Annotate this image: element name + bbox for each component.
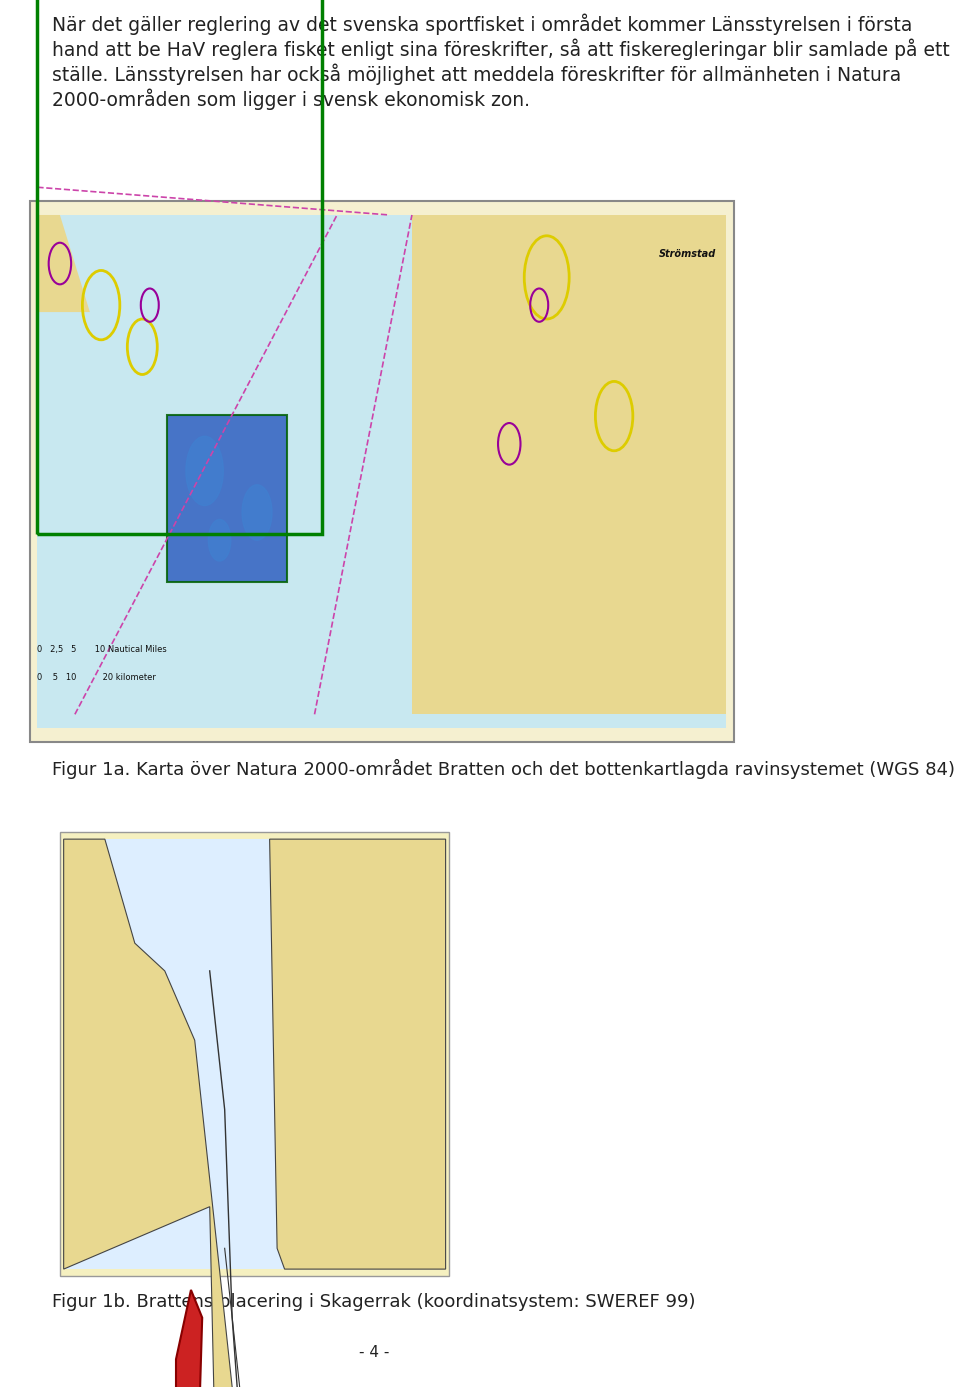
FancyBboxPatch shape: [60, 832, 449, 1276]
Polygon shape: [37, 215, 90, 312]
Polygon shape: [176, 1290, 203, 1387]
Text: Figur 1a. Karta över Natura 2000-området Bratten och det bottenkartlagda ravinsy: Figur 1a. Karta över Natura 2000-området…: [53, 759, 955, 778]
FancyBboxPatch shape: [30, 201, 734, 742]
Polygon shape: [63, 839, 240, 1387]
Circle shape: [242, 485, 272, 541]
FancyBboxPatch shape: [63, 839, 445, 1269]
Text: Strömstad: Strömstad: [660, 248, 716, 258]
Circle shape: [208, 520, 230, 562]
Text: 0   2,5   5       10 Nautical Miles: 0 2,5 5 10 Nautical Miles: [37, 645, 167, 653]
FancyBboxPatch shape: [37, 215, 727, 728]
Text: Figur 1b. Brattens placering i Skagerrak (koordinatsystem: SWEREF 99): Figur 1b. Brattens placering i Skagerrak…: [53, 1293, 696, 1311]
Text: - 4 -: - 4 -: [359, 1345, 390, 1359]
Polygon shape: [270, 839, 445, 1269]
Circle shape: [186, 437, 224, 506]
Polygon shape: [412, 215, 727, 714]
Text: När det gäller reglering av det svenska sportfisket i området kommer Länsstyrels: När det gäller reglering av det svenska …: [53, 14, 950, 111]
Text: 0    5   10          20 kilometer: 0 5 10 20 kilometer: [37, 673, 156, 681]
FancyBboxPatch shape: [167, 416, 287, 583]
